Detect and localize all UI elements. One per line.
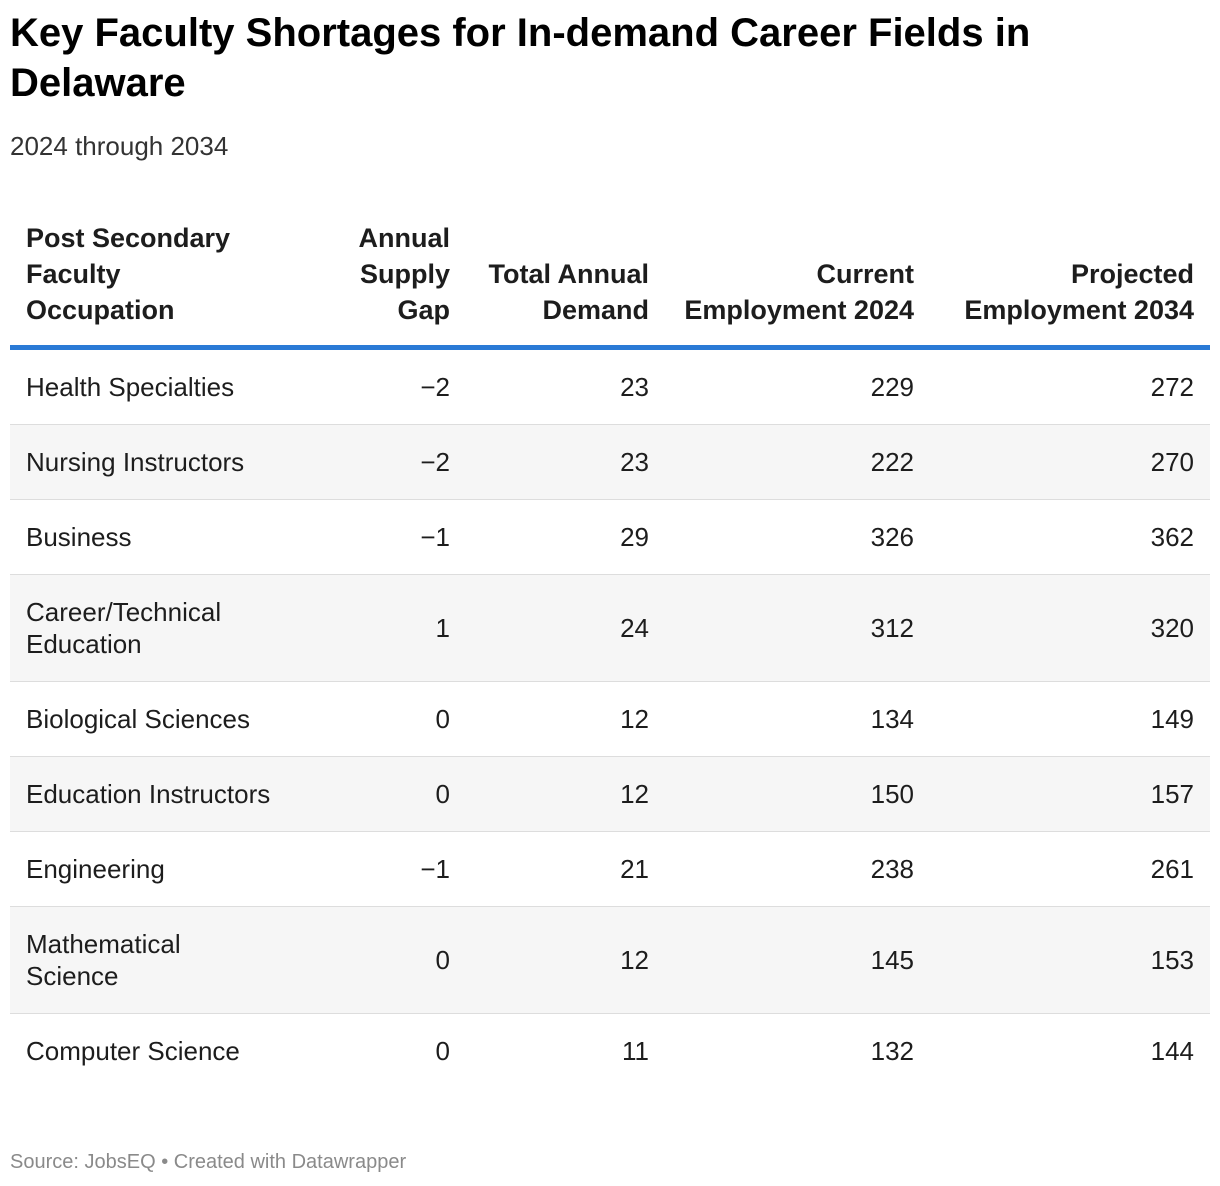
cell-supply-gap: 1 (290, 574, 466, 682)
cell-annual-demand: 11 (622, 1036, 649, 1066)
table-row: Biological Sciences 0 12 134 149 (10, 681, 1210, 757)
cell-projected-employment: 272 (930, 347, 1210, 425)
table-row: Mathematical Science 0 12 145 153 (10, 906, 1210, 1014)
cell-supply-gap: −1 (290, 831, 466, 907)
cell-supply-gap: 0 (290, 681, 466, 757)
cell-projected-employment: 362 (930, 499, 1210, 575)
cell-current-employment: 145 (665, 906, 930, 1014)
cell-annual-demand: 12 (466, 906, 665, 1014)
cell-supply-gap: 0 (435, 1036, 450, 1066)
cell-supply-gap: 0 (290, 756, 466, 832)
column-header-current-employment[interactable]: Current Employment 2024 (665, 212, 930, 350)
cell-supply-gap: −2 (290, 347, 466, 425)
cell-occupation: Nursing Instructors (10, 424, 290, 500)
cell-supply-gap: −2 (290, 424, 466, 500)
cell-occupation: Career/Technical Education (10, 574, 290, 682)
table-row: Nursing Instructors −2 23 222 270 (10, 424, 1210, 500)
cell-annual-demand: 23 (466, 424, 665, 500)
cell-projected-employment: 144 (1150, 1036, 1194, 1066)
column-header-annual-demand[interactable]: Total Annual Demand (466, 212, 665, 350)
table-row: Computer Science 0 11 132 144 (10, 1014, 1210, 1089)
cell-occupation: Health Specialties (10, 347, 290, 425)
cell-annual-demand: 12 (466, 756, 665, 832)
chart-title: Key Faculty Shortages for In-demand Care… (10, 11, 1031, 105)
table-row: Health Specialties −2 23 229 272 (10, 347, 1210, 425)
cell-occupation: Biological Sciences (10, 681, 290, 757)
cell-supply-gap: 0 (290, 906, 466, 1014)
table-row: Career/Technical Education 1 24 312 320 (10, 574, 1210, 682)
cell-current-employment: 150 (665, 756, 930, 832)
source-label: Source: (10, 1151, 85, 1173)
chart-subtitle: 2024 through 2034 (10, 131, 229, 161)
data-table: Post Secondary Faculty Occupation Annual… (10, 212, 1210, 1088)
cell-annual-demand: 24 (466, 574, 665, 682)
datawrapper-credit: Created with Datawrapper (173, 1151, 407, 1173)
cell-occupation: Mathematical Science (10, 906, 290, 1014)
cell-projected-employment: 153 (930, 906, 1210, 1014)
cell-current-employment: 222 (665, 424, 930, 500)
cell-annual-demand: 23 (466, 347, 665, 425)
table-row: Engineering −1 21 238 261 (10, 831, 1210, 907)
cell-projected-employment: 149 (930, 681, 1210, 757)
footer-separator: • (155, 1151, 174, 1173)
cell-supply-gap: −1 (290, 499, 466, 575)
cell-annual-demand: 29 (466, 499, 665, 575)
footer-note: Source: JobsEQ • Created with Datawrappe… (10, 1148, 406, 1176)
cell-current-employment: 229 (665, 347, 930, 425)
cell-occupation: Computer Science (26, 1036, 240, 1066)
table-row: Education Instructors 0 12 150 157 (10, 756, 1210, 832)
cell-occupation: Education Instructors (10, 756, 290, 832)
cell-projected-employment: 261 (930, 831, 1210, 907)
header-row: Post Secondary Faculty Occupation Annual… (10, 212, 1210, 350)
cell-current-employment: 238 (665, 831, 930, 907)
column-header-projected-employment[interactable]: Projected Employment 2034 (930, 212, 1210, 350)
table-row: Business −1 29 326 362 (10, 499, 1210, 575)
column-header-occupation[interactable]: Post Secondary Faculty Occupation (10, 212, 290, 350)
cell-occupation: Business (10, 499, 290, 575)
cell-projected-employment: 157 (930, 756, 1210, 832)
cell-projected-employment: 270 (930, 424, 1210, 500)
column-header-supply-gap[interactable]: Annual Supply Gap (290, 212, 466, 350)
cell-current-employment: 132 (870, 1036, 914, 1066)
cell-annual-demand: 21 (466, 831, 665, 907)
cell-current-employment: 326 (665, 499, 930, 575)
cell-occupation: Engineering (10, 831, 290, 907)
cell-current-employment: 134 (665, 681, 930, 757)
cell-annual-demand: 12 (466, 681, 665, 757)
table-body: Health Specialties −2 23 229 272 Nursing Inst… (10, 347, 1210, 1089)
source-name: JobsEQ (84, 1151, 156, 1173)
cell-current-employment: 312 (665, 574, 930, 682)
cell-projected-employment: 320 (930, 574, 1210, 682)
